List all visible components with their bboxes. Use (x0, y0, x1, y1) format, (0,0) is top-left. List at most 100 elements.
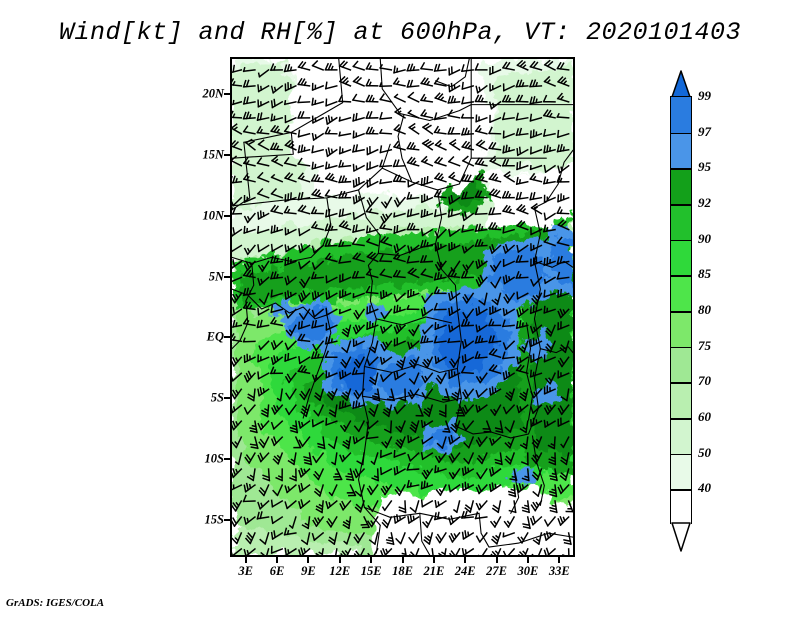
wind-barb (379, 372, 393, 383)
wind-barb (392, 269, 406, 279)
wind-barb (325, 115, 338, 126)
wind-barb (243, 482, 256, 493)
wind-barb (488, 363, 502, 375)
wind-barb (434, 499, 447, 509)
wind-barb (516, 483, 529, 494)
wind-barb (365, 285, 379, 295)
wind-barb (529, 515, 543, 526)
wind-barb (549, 468, 558, 482)
wind-barb (489, 482, 502, 493)
wind-barb (515, 94, 529, 103)
wind-barb (460, 113, 474, 119)
colorbar-tick-label: 50 (698, 444, 711, 460)
wind-barb (351, 93, 365, 103)
wind-barb (433, 77, 447, 87)
wind-barb (284, 256, 297, 267)
wind-barb (339, 369, 352, 380)
wind-barb (461, 530, 475, 540)
wind-barb (287, 452, 297, 466)
wind-barb (262, 468, 271, 482)
wind-barb (421, 122, 434, 135)
wind-barb (447, 208, 461, 218)
wind-barb (324, 172, 338, 183)
wind-barb (502, 243, 516, 254)
wind-barb (461, 404, 475, 415)
wind-barb (529, 172, 543, 183)
wind-barb (474, 223, 488, 233)
wind-barb (297, 157, 311, 167)
wind-barb (232, 500, 243, 512)
y-axis-ticks (224, 57, 230, 557)
wind-barb (542, 224, 556, 233)
wind-barb (556, 271, 570, 280)
wind-barb (366, 146, 379, 156)
wind-barb (379, 63, 393, 71)
wind-barb (447, 126, 461, 135)
wind-barb (476, 468, 488, 480)
wind-barb (270, 187, 284, 199)
wind-barb (257, 84, 270, 93)
wind-barb (380, 308, 393, 320)
wind-barb (365, 237, 379, 247)
wind-barb (324, 161, 338, 170)
wind-barb (232, 227, 243, 237)
wind-barb (257, 452, 270, 463)
wind-barb (548, 484, 558, 498)
wind-barb (393, 196, 407, 208)
wind-barb (247, 388, 256, 402)
wind-barb (352, 176, 366, 188)
wind-barb (507, 484, 517, 498)
wind-barb (352, 436, 366, 445)
wind-barb (324, 350, 338, 359)
wind-barb (515, 79, 529, 88)
wind-barb (501, 94, 515, 103)
wind-barb (257, 210, 270, 221)
wind-barb (352, 224, 365, 233)
wind-barb (516, 219, 529, 231)
colorbar-divider (671, 418, 691, 420)
wind-barb (461, 420, 475, 431)
wind-barb (399, 548, 407, 555)
wind-barb (545, 340, 556, 353)
wind-barb (270, 515, 284, 525)
wind-barb (288, 516, 297, 529)
wind-barb (422, 356, 434, 369)
wind-barb (258, 484, 270, 497)
wind-barb (543, 531, 557, 542)
wind-barb (529, 191, 543, 201)
wind-barb (354, 484, 365, 498)
wind-barb (530, 202, 543, 215)
wind-barb (407, 267, 420, 279)
wind-barb (529, 256, 543, 267)
wind-barb (461, 155, 475, 167)
wind-barb (256, 511, 270, 520)
wind-barb (298, 290, 311, 303)
wind-barb (515, 254, 529, 264)
wind-barb (270, 84, 284, 94)
wind-barb (284, 308, 297, 319)
wind-barb (298, 482, 311, 493)
wind-barb (365, 268, 379, 279)
wind-barb (448, 228, 461, 238)
wind-barb (310, 350, 324, 360)
wind-barb (379, 324, 393, 334)
wind-barb (242, 494, 256, 503)
wind-barb (297, 77, 311, 87)
wind-barb (562, 548, 570, 555)
wind-barb (256, 156, 270, 167)
wind-barb (298, 308, 311, 321)
wind-barb (339, 499, 352, 511)
wind-barb (325, 147, 338, 158)
wind-barb (474, 190, 488, 199)
wind-barb (489, 404, 502, 417)
wind-barb (529, 164, 543, 171)
wind-barb (435, 484, 447, 497)
wind-barb (420, 268, 434, 279)
wind-barb (311, 244, 325, 254)
wind-barb (543, 164, 557, 174)
wind-barb (380, 212, 393, 224)
wind-barb (338, 60, 352, 71)
wind-barb (270, 499, 284, 508)
wind-barb (419, 254, 434, 264)
wind-barb (515, 320, 529, 330)
